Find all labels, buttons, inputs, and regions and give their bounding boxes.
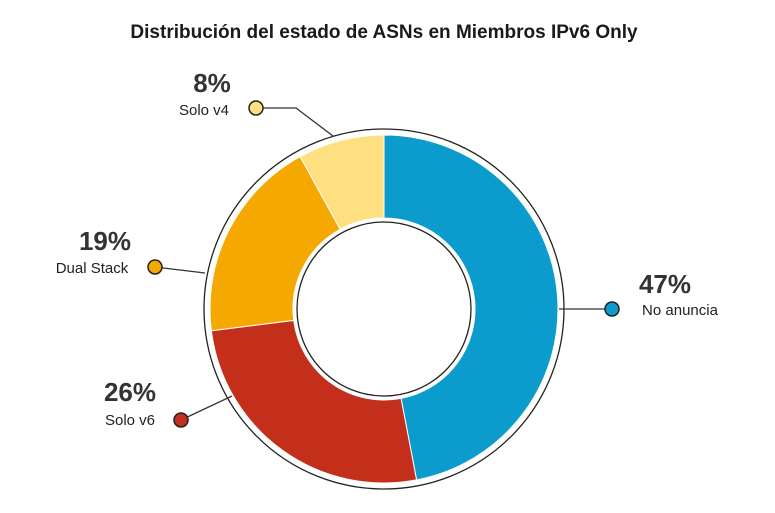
inner-ring (296, 221, 472, 397)
chart-title: Distribución del estado de ASNs en Miemb… (130, 22, 638, 43)
leader-line-dual-stack (154, 266, 206, 274)
slice-percent-solo-v4: 8% (193, 68, 231, 98)
slice-label-solo-v4: Solo v4 (179, 102, 229, 119)
slice-percent-dual-stack: 19% (79, 226, 131, 256)
slice-label-dual-stack: Dual Stack (56, 260, 129, 277)
legend-dot-no-anuncia (604, 301, 620, 317)
slices-group (209, 134, 559, 484)
slice-percent-no-anuncia: 47% (639, 269, 691, 299)
legend-dot-solo-v6 (173, 412, 189, 428)
donut-hole (293, 218, 475, 400)
leaders-group (147, 100, 620, 428)
slice-label-solo-v6: Solo v6 (105, 412, 155, 429)
slice-percent-solo-v6: 26% (104, 377, 156, 407)
legend-dot-dual-stack (147, 259, 163, 275)
leader-line-solo-v6 (180, 395, 233, 421)
legend-dot-solo-v4 (248, 100, 264, 116)
leader-line-solo-v4 (256, 107, 334, 137)
slice-label-no-anuncia: No anuncia (642, 302, 719, 319)
